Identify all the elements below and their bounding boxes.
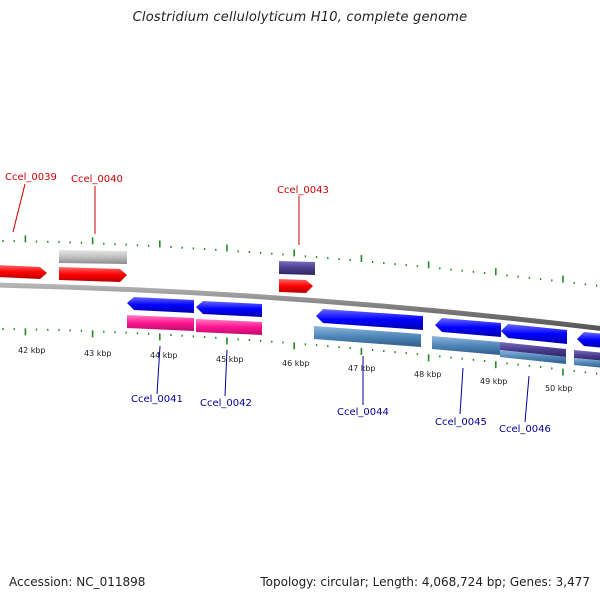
feature-box-ccel-0042[interactable]: [196, 319, 262, 335]
feature-box-ccel-0046-purple[interactable]: [500, 342, 566, 357]
map-title: Clostridium cellulolyticum H10, complete…: [132, 10, 468, 25]
gene-label-ccel-0044[interactable]: Ccel_0044: [337, 407, 389, 418]
feature-box-ccel-0040[interactable]: [59, 250, 127, 264]
forward-gene-labels: Ccel_0039 Ccel_0040 Ccel_0043: [5, 172, 329, 196]
leader-ccel-0039: [12, 183, 26, 233]
scale-label: 46 kbp: [282, 359, 310, 368]
gene-arrow-ccel-0041[interactable]: [127, 297, 194, 313]
gene-arrow-ccel-0044[interactable]: [316, 309, 423, 330]
feature-box-ccel-0041[interactable]: [127, 315, 194, 331]
leader-ccel-0045: [459, 367, 464, 415]
scale-label: 43 kbp: [84, 349, 112, 358]
feature-box-ccel-0046-steel[interactable]: [500, 350, 566, 364]
gene-arrow-ccel-0040[interactable]: [59, 267, 127, 282]
scale-label: 44 kbp: [150, 351, 178, 360]
scale-labels: 42 kbp 43 kbp 44 kbp 45 kbp 46 kbp 47 kb…: [18, 346, 573, 393]
gene-label-ccel-0045[interactable]: Ccel_0045: [435, 417, 487, 428]
feature-box-ccel-0045[interactable]: [432, 336, 500, 355]
scale-label: 47 kbp: [348, 364, 376, 373]
gene-label-ccel-0041[interactable]: Ccel_0041: [131, 394, 183, 405]
label-leader-lines: [12, 183, 530, 423]
accession-text: Accession: NC_011898: [9, 575, 146, 589]
reverse-strand-features: [127, 297, 600, 368]
leader-ccel-0046: [524, 375, 530, 423]
scale-label: 50 kbp: [545, 384, 573, 393]
gene-arrow-partial[interactable]: [577, 332, 600, 348]
feature-box-ccel-0044[interactable]: [314, 326, 421, 347]
topology-summary: Topology: circular; Length: 4,068,724 bp…: [260, 575, 590, 589]
scale-label: 49 kbp: [480, 377, 508, 386]
scale-label: 45 kbp: [216, 355, 244, 364]
outer-tick-row: [2, 235, 598, 287]
gene-label-ccel-0040[interactable]: Ccel_0040: [71, 174, 123, 185]
gene-arrow-ccel-0045[interactable]: [435, 318, 501, 337]
scale-label: 48 kbp: [414, 370, 442, 379]
gene-arrow-ccel-0039[interactable]: [0, 265, 47, 279]
forward-strand-features: [0, 250, 315, 293]
gene-label-ccel-0042[interactable]: Ccel_0042: [200, 398, 252, 409]
feature-box-ccel-0043[interactable]: [279, 261, 315, 275]
leader-ccel-0042: [224, 349, 228, 397]
gene-label-ccel-0046[interactable]: Ccel_0046: [499, 424, 551, 435]
gene-label-ccel-0043[interactable]: Ccel_0043: [277, 185, 329, 196]
gene-label-ccel-0039[interactable]: Ccel_0039: [5, 172, 57, 183]
genome-backbone: [0, 282, 600, 331]
gene-arrow-ccel-0046[interactable]: [501, 324, 567, 344]
feature-box-partial-purple[interactable]: [574, 350, 600, 361]
scale-label: 42 kbp: [18, 346, 46, 355]
gene-arrow-ccel-0042[interactable]: [196, 301, 262, 317]
inner-tick-row: [2, 328, 598, 376]
gene-arrow-ccel-0043[interactable]: [279, 279, 313, 293]
feature-box-partial-steel[interactable]: [574, 358, 600, 368]
leader-ccel-0041: [156, 345, 161, 395]
reverse-gene-labels: Ccel_0041 Ccel_0042 Ccel_0044 Ccel_0045 …: [131, 394, 551, 435]
